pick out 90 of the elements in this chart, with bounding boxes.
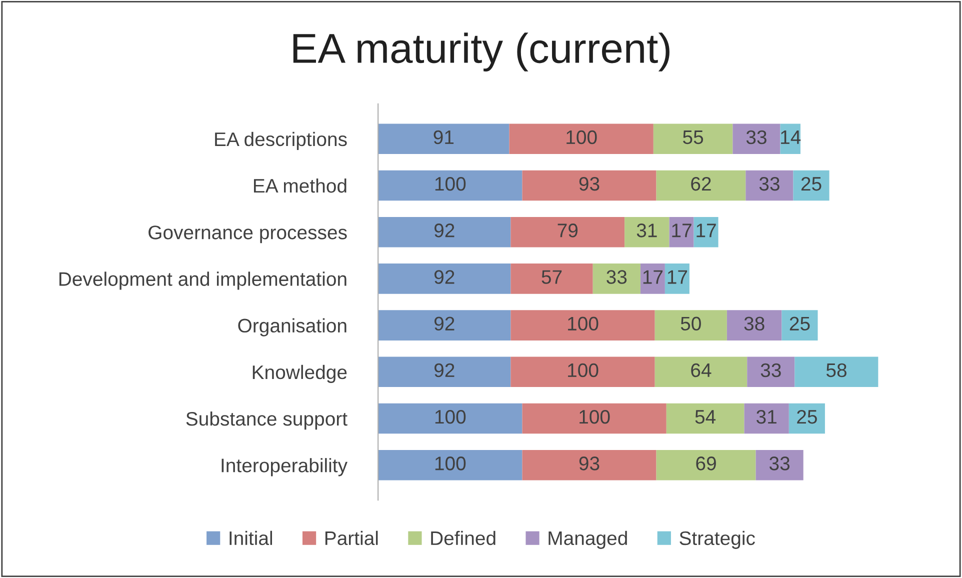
bar bbox=[624, 216, 670, 248]
data-label: 100 bbox=[566, 130, 597, 144]
bar bbox=[756, 450, 804, 480]
data-label: 55 bbox=[683, 130, 704, 144]
bar bbox=[378, 124, 510, 154]
data-label: 93 bbox=[579, 176, 600, 191]
data-label: 17 bbox=[668, 270, 688, 284]
bar bbox=[653, 124, 733, 154]
bar bbox=[793, 170, 830, 201]
data-label: 79 bbox=[558, 224, 578, 238]
bar bbox=[509, 124, 654, 154]
data-label: 17 bbox=[672, 224, 692, 238]
data-label: 100 bbox=[568, 363, 598, 378]
bar bbox=[510, 356, 655, 388]
bar bbox=[510, 216, 625, 248]
bar bbox=[592, 264, 640, 294]
data-label: 31 bbox=[636, 224, 657, 238]
data-label: 57 bbox=[542, 270, 562, 284]
data-label: 33 bbox=[746, 130, 766, 144]
bar bbox=[656, 450, 756, 480]
bar bbox=[794, 356, 878, 388]
data-label: 25 bbox=[790, 316, 810, 331]
y-tick-label: Governance processes bbox=[148, 226, 347, 244]
data-label: 92 bbox=[434, 363, 454, 378]
bar bbox=[510, 264, 593, 294]
bar bbox=[782, 310, 818, 340]
data-label: 33 bbox=[606, 270, 627, 284]
bar bbox=[510, 310, 655, 340]
bar bbox=[747, 356, 795, 388]
bar bbox=[378, 310, 511, 340]
bar bbox=[744, 403, 789, 434]
data-label: 33 bbox=[769, 456, 790, 470]
data-label: 100 bbox=[435, 410, 466, 424]
data-label: 17 bbox=[696, 224, 716, 238]
data-label: 100 bbox=[435, 176, 466, 191]
legend-label: Initial bbox=[230, 530, 272, 546]
data-label: 50 bbox=[680, 316, 701, 331]
data-label: 91 bbox=[434, 130, 454, 144]
data-label: 92 bbox=[434, 224, 454, 238]
data-label: 31 bbox=[756, 410, 776, 424]
data-label: 92 bbox=[434, 270, 454, 284]
bar bbox=[694, 216, 718, 248]
y-tick-label: Knowledge bbox=[252, 364, 347, 383]
bar bbox=[732, 124, 780, 154]
y-tick-label: Interoperability bbox=[222, 458, 348, 476]
data-label: 58 bbox=[826, 363, 846, 378]
bar bbox=[522, 450, 656, 480]
data-label: 25 bbox=[801, 176, 822, 191]
chart-title: EA maturity (current) bbox=[293, 32, 670, 72]
legend-label: Managed bbox=[548, 530, 627, 549]
data-label: 100 bbox=[568, 316, 598, 331]
data-label: 100 bbox=[435, 456, 466, 470]
data-label: 54 bbox=[695, 410, 716, 424]
bar bbox=[378, 170, 522, 201]
y-tick-label: Substance support bbox=[186, 411, 348, 430]
bar bbox=[522, 170, 656, 201]
bar bbox=[788, 403, 825, 434]
bar bbox=[666, 403, 744, 434]
data-label: 92 bbox=[434, 316, 454, 331]
data-label: 33 bbox=[759, 176, 780, 191]
data-label: 64 bbox=[691, 363, 712, 378]
bar bbox=[664, 264, 690, 294]
bar bbox=[378, 450, 522, 480]
bar bbox=[726, 310, 782, 340]
bar bbox=[654, 356, 748, 388]
bar bbox=[378, 356, 511, 388]
bar bbox=[522, 403, 666, 434]
data-label: 17 bbox=[643, 270, 663, 284]
y-tick-label: Development and implementation bbox=[59, 272, 346, 290]
bar bbox=[640, 264, 665, 294]
data-label: 62 bbox=[691, 176, 711, 191]
y-tick-label: EA method bbox=[254, 178, 346, 193]
data-label: 69 bbox=[696, 456, 716, 470]
data-label: 93 bbox=[579, 456, 600, 470]
legend-label: Strategic bbox=[680, 530, 755, 549]
bar bbox=[378, 264, 511, 294]
legend-label: Partial bbox=[325, 530, 378, 546]
bar bbox=[669, 216, 694, 248]
bar bbox=[654, 310, 727, 340]
y-tick-label: EA descriptions bbox=[215, 132, 347, 150]
data-label: 33 bbox=[760, 363, 781, 378]
legend-label: Defined bbox=[431, 530, 496, 546]
bar bbox=[746, 170, 794, 201]
y-tick-label: Organisation bbox=[238, 318, 346, 336]
data-label: 25 bbox=[797, 410, 817, 424]
data-label: 100 bbox=[580, 410, 610, 424]
data-label: 38 bbox=[744, 316, 764, 331]
bar bbox=[656, 170, 746, 201]
bar bbox=[378, 403, 522, 434]
bar bbox=[378, 216, 511, 248]
